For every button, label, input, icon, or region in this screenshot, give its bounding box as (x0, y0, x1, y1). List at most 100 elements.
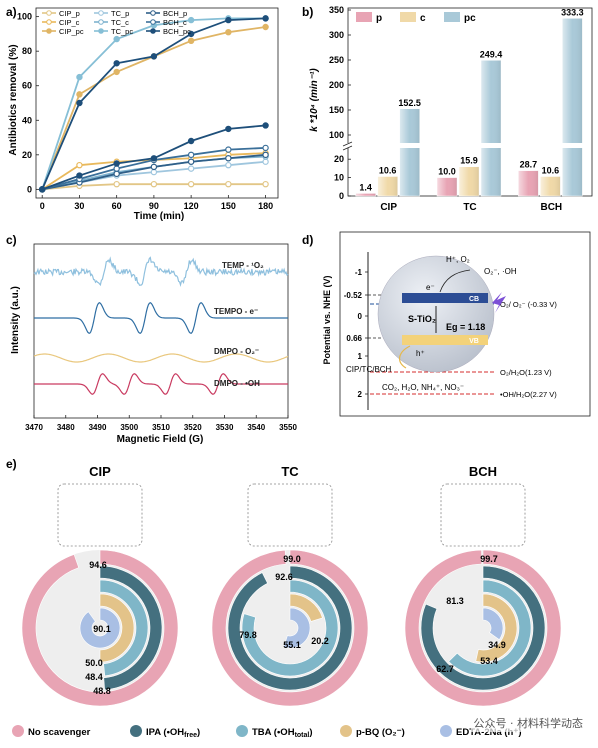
legend-label: BCH_p (163, 9, 187, 18)
panel-d-ylabel: Potential vs. NHE (V) (322, 275, 332, 364)
category-label: BCH (540, 202, 562, 213)
legend-label: CIP_pc (59, 27, 84, 36)
radial-bar (420, 565, 546, 691)
electron-path (439, 269, 471, 293)
legend-swatch (130, 725, 142, 737)
data-point (225, 16, 232, 24)
x-tick-label: 3550 (279, 423, 297, 432)
legend-swatch (444, 12, 460, 22)
bar-value-label: 152.5 (398, 98, 421, 108)
data-point (76, 91, 83, 98)
x-tick-label: 120 (184, 201, 199, 211)
radial-value-label: 48.8 (93, 686, 111, 696)
legend-label: BCH_pc (163, 27, 191, 36)
y-tick-label: 0.66 (346, 334, 362, 343)
data-point (150, 180, 158, 188)
y-tick-label: 1 (358, 352, 363, 361)
redox-level-label: O₂/H₂O(1.23 V) (500, 368, 552, 377)
y-tick-label: 200 (329, 80, 344, 90)
legend-swatch (12, 725, 24, 737)
x-tick-label: 60 (112, 201, 122, 211)
data-point (187, 30, 195, 38)
data-point (187, 16, 195, 24)
epr-trace (33, 353, 289, 363)
mineralization-label: CO₂, H₂O, NH₄⁺, NO₃⁻ (382, 383, 464, 392)
panel-d-frame (339, 231, 591, 417)
data-point (113, 165, 120, 172)
legend-marker (150, 10, 156, 16)
data-point (113, 160, 120, 167)
legend-marker (150, 19, 156, 25)
radial-value-label: 55.1 (283, 640, 301, 650)
x-tick-label: 3510 (152, 423, 170, 432)
radial-value-label: 94.6 (89, 560, 107, 570)
x-tick-label: 3500 (120, 423, 138, 432)
trace-label: DMPO - •OH (214, 379, 260, 388)
data-point (225, 146, 232, 153)
radial-value-label: 50.0 (85, 658, 103, 668)
data-point (150, 155, 158, 162)
bandgap-label: Eg = 1.18 (446, 322, 485, 332)
y-tick-label: 0 (358, 312, 363, 321)
radial-value-label: 34.9 (488, 640, 506, 650)
y-tick-label: 100 (17, 12, 32, 22)
trace-label: TEMP - ¹O₂ (222, 261, 264, 270)
hole-label: h⁺ (416, 349, 425, 358)
x-tick-label: 3470 (25, 423, 43, 432)
legend-label: p (376, 13, 382, 24)
legend-swatch (400, 12, 416, 22)
legend-label: p-BQ (O₂⁻) (356, 727, 405, 738)
legend-label: c (420, 13, 426, 24)
data-point (187, 180, 195, 188)
legend-marker (46, 28, 52, 34)
legend-swatch (236, 725, 248, 737)
electron-label: e⁻ (426, 283, 435, 292)
legend-label: TC_p (111, 9, 129, 18)
data-point (76, 73, 83, 81)
data-point (225, 161, 232, 169)
panel-a-ylabel: Antibiotics removal (%) (8, 44, 19, 155)
legend-marker (46, 19, 52, 25)
epr-trace (33, 256, 289, 287)
panel-e-scavenger-chart: e) CIP 94.6 48.8 48.4 50.0 90.1 TC 99.0 92.6 79.8… (6, 457, 562, 739)
radial-value-label: 62.7 (436, 664, 454, 674)
epr-trace (34, 301, 288, 334)
panel-c-label: c) (6, 233, 17, 247)
y-tick-label: 300 (329, 30, 344, 40)
light-bolt-icon (492, 292, 506, 313)
trace-label: DMPO - O₂⁻ (214, 347, 259, 356)
data-point (262, 144, 269, 152)
y-tick-label: -1 (355, 268, 363, 277)
y-tick-label: 60 (22, 81, 32, 91)
panel-c-xlabel: Magnetic Field (G) (117, 434, 204, 445)
radial-group-bch: BCH 99.7 81.3 62.7 53.4 34.9 (404, 464, 562, 707)
y-tick-label: 350 (329, 5, 344, 15)
y-tick-label: 20 (22, 150, 32, 160)
data-point (150, 53, 158, 60)
panel-a-label: a) (6, 5, 17, 19)
panel-e-legend: No scavenger IPA (•OHfree) TBA (•OHtotal) p… (12, 725, 522, 739)
x-tick-label: 0 (40, 201, 45, 211)
radial-bar (283, 607, 311, 649)
data-point (187, 137, 195, 145)
x-tick-label: 3520 (184, 423, 202, 432)
redox-level-label: O₂/ O₂⁻ (-0.33 V) (500, 300, 557, 309)
category-label: TC (463, 202, 476, 213)
legend-swatch (356, 12, 372, 22)
panel-c-ylabel: Intensity (a.u.) (10, 286, 21, 354)
radial-bar (79, 607, 121, 649)
data-point (262, 151, 269, 159)
data-point (225, 180, 232, 188)
bar-shine (377, 176, 398, 196)
bar-break-gap (517, 143, 540, 148)
reactant-label: H⁺, O₂ (446, 255, 470, 264)
legend-marker (98, 28, 104, 34)
y-tick-label: 2 (358, 390, 363, 399)
x-tick-label: 3540 (247, 423, 265, 432)
radial-value-label: 99.0 (283, 554, 301, 564)
bar-value-label: 10.0 (438, 167, 456, 177)
legend-label: TC_c (111, 18, 129, 27)
x-tick-label: 90 (149, 201, 159, 211)
panel-b-label: b) (302, 5, 313, 19)
radial-bar (227, 565, 353, 691)
